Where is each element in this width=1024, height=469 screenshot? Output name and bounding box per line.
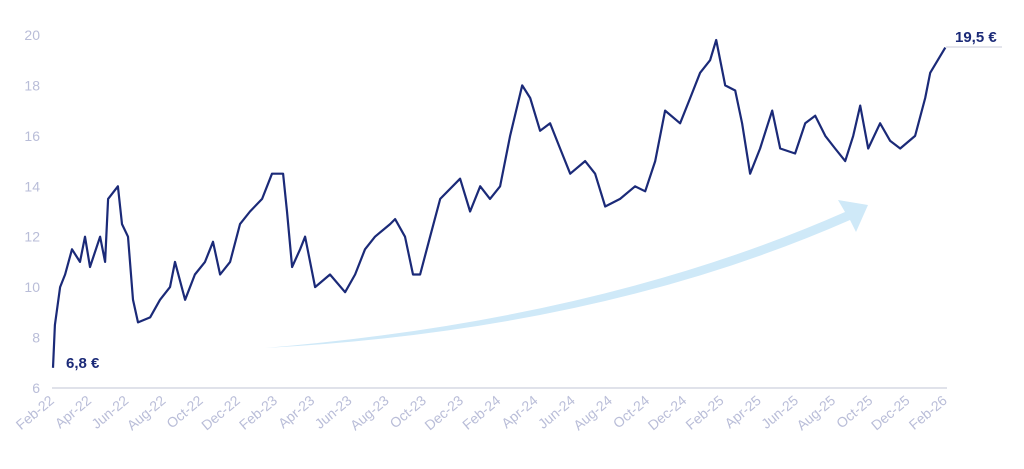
x-tick-label: Jun-25 bbox=[758, 392, 801, 432]
x-tick-label: Dec-22 bbox=[198, 392, 243, 433]
x-tick-label: Jun-22 bbox=[88, 392, 131, 432]
x-tick-label: Aug-24 bbox=[570, 392, 615, 433]
x-tick-label: Oct-22 bbox=[163, 392, 206, 431]
x-tick-label: Dec-24 bbox=[645, 392, 690, 433]
x-tick-label: Feb-25 bbox=[682, 392, 726, 433]
x-tick-label: Apr-24 bbox=[498, 392, 541, 431]
y-tick-label: 18 bbox=[24, 77, 40, 93]
y-axis-ticks: 6 8 10 12 14 16 18 20 bbox=[24, 27, 40, 396]
y-tick-label: 10 bbox=[24, 279, 40, 295]
end-value-label: 19,5 € bbox=[955, 29, 997, 46]
x-tick-label: Apr-23 bbox=[275, 392, 318, 431]
y-tick-label: 14 bbox=[24, 178, 40, 194]
x-tick-label: Feb-24 bbox=[459, 392, 503, 433]
x-axis-ticks: Feb-22Apr-22Jun-22Aug-22Oct-22Dec-22Feb-… bbox=[13, 392, 950, 433]
x-tick-label: Feb-22 bbox=[13, 392, 57, 433]
x-tick-label: Feb-23 bbox=[236, 392, 280, 433]
x-tick-label: Oct-23 bbox=[387, 392, 430, 431]
price-series-line bbox=[51, 38, 947, 368]
x-tick-label: Apr-22 bbox=[52, 392, 95, 431]
y-tick-label: 6 bbox=[32, 380, 40, 396]
y-tick-label: 20 bbox=[24, 27, 40, 43]
x-tick-label: Jun-24 bbox=[535, 392, 578, 432]
x-tick-label: Apr-25 bbox=[721, 392, 764, 431]
x-tick-label: Dec-25 bbox=[868, 392, 913, 433]
y-tick-label: 12 bbox=[24, 229, 40, 245]
x-tick-label: Dec-23 bbox=[421, 392, 466, 433]
x-tick-label: Aug-25 bbox=[793, 392, 838, 433]
y-tick-label: 16 bbox=[24, 128, 40, 144]
x-tick-label: Jun-23 bbox=[312, 392, 355, 432]
x-tick-label: Feb-26 bbox=[906, 392, 950, 433]
y-tick-label: 8 bbox=[32, 330, 40, 346]
x-tick-label: Aug-22 bbox=[124, 392, 169, 433]
x-tick-label: Oct-24 bbox=[610, 392, 653, 431]
x-tick-label: Aug-23 bbox=[347, 392, 392, 433]
x-tick-label: Oct-25 bbox=[833, 392, 876, 431]
start-value-label: 6,8 € bbox=[66, 355, 100, 372]
